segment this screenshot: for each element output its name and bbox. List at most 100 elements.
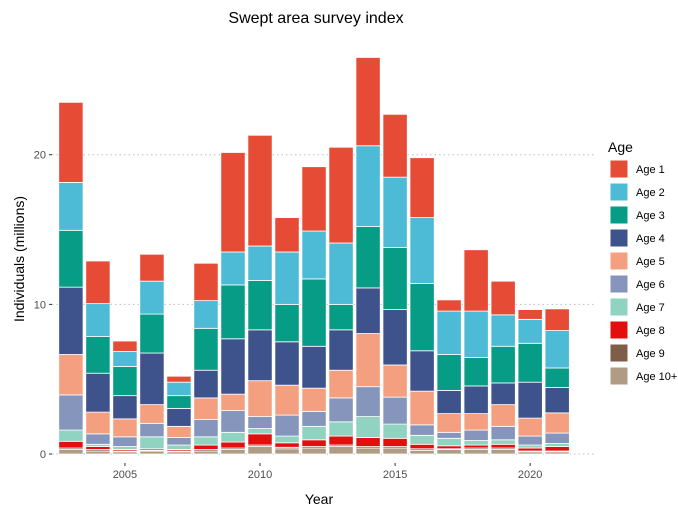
bar-segment — [490, 345, 516, 384]
bar-segment — [58, 286, 84, 355]
bar-segment — [463, 357, 489, 387]
bar-segment — [328, 242, 354, 305]
bar-segment — [193, 419, 219, 438]
bar-segment — [490, 449, 516, 455]
bar-segment — [274, 303, 300, 343]
legend-label: Age 4 — [636, 233, 665, 245]
bar-segment — [166, 375, 192, 383]
bar-segment — [301, 166, 327, 232]
bar-segment — [355, 226, 381, 289]
bar-segment — [247, 428, 273, 435]
bar-segment — [193, 444, 219, 450]
legend-swatch — [609, 251, 629, 271]
bar-segment — [193, 327, 219, 371]
bar-segment — [166, 444, 192, 450]
bar-segment — [220, 284, 246, 340]
bar-segment — [436, 413, 462, 433]
bar-segment — [436, 390, 462, 415]
bar-segment — [193, 450, 219, 455]
bar-segment — [139, 253, 165, 282]
bar-segment — [490, 404, 516, 427]
bar-segment — [220, 441, 246, 449]
bar-segment — [301, 230, 327, 280]
legend-label: Age 8 — [636, 325, 665, 337]
bar-segment — [463, 429, 489, 441]
bar-segment — [490, 425, 516, 441]
x-tick-label: 2010 — [248, 469, 272, 481]
bar-segment — [139, 436, 165, 450]
bar-segment — [220, 338, 246, 395]
bar-segment — [58, 229, 84, 288]
bar-segment — [85, 446, 111, 450]
bar-segment — [193, 397, 219, 421]
bar-segment — [490, 382, 516, 406]
bar-segment — [517, 447, 543, 452]
bar-segment — [274, 414, 300, 437]
x-axis: 2005 2010 2015 2020 — [113, 463, 542, 481]
bar-segment — [409, 283, 435, 352]
bar-segment — [409, 434, 435, 445]
bar-segment — [193, 262, 219, 302]
bar-segment — [436, 445, 462, 450]
x-axis-label: Year — [305, 491, 334, 507]
bar-segment — [355, 416, 381, 438]
bar-segment — [490, 439, 516, 445]
bar-segment — [409, 350, 435, 392]
bar-segment — [85, 450, 111, 455]
bar-segment — [85, 303, 111, 337]
bar-segment — [382, 396, 408, 425]
bar-segment — [409, 390, 435, 426]
bar-segment — [409, 449, 435, 455]
bar-segment — [382, 247, 408, 311]
bar-segment — [463, 385, 489, 415]
bar-segment — [139, 313, 165, 354]
bar-segment — [436, 299, 462, 312]
bar-segment — [220, 393, 246, 412]
bar-segment — [463, 449, 489, 455]
bar-segment — [193, 300, 219, 329]
bar-segment — [355, 386, 381, 418]
bar-segment — [436, 449, 462, 455]
bar-segment — [490, 443, 516, 449]
bar-segment — [112, 340, 138, 352]
bar-segment — [274, 442, 300, 448]
bar-segment — [139, 422, 165, 438]
bar-segment — [409, 443, 435, 450]
bar-segment — [274, 384, 300, 416]
bar-segment — [247, 134, 273, 247]
bar-segment — [112, 446, 138, 450]
bar-segment — [328, 421, 354, 437]
bar-segment — [328, 329, 354, 371]
legend-swatch — [609, 182, 629, 202]
legend-label: Age 5 — [636, 256, 665, 268]
bar-segment — [436, 431, 462, 439]
bar-segment — [301, 345, 327, 389]
bar-segment — [193, 436, 219, 446]
bar-segment — [139, 450, 165, 455]
bar-segment — [355, 57, 381, 147]
legend-swatch — [609, 159, 629, 179]
bar-segment — [517, 444, 543, 449]
legend-swatch — [609, 274, 629, 294]
y-tick-label: 20 — [34, 150, 46, 162]
bar-segment — [220, 251, 246, 286]
bar-segment — [112, 351, 138, 367]
bar-segment — [382, 437, 408, 447]
bar-segment — [544, 443, 570, 447]
bar-segment — [517, 309, 543, 320]
bar-segment — [58, 354, 84, 396]
bar-segment — [355, 447, 381, 455]
bar-segment — [544, 367, 570, 388]
bar-segment — [355, 287, 381, 334]
bar-segment — [409, 157, 435, 218]
bar-segment — [355, 333, 381, 388]
x-tick-label: 2020 — [518, 469, 542, 481]
bar-segment — [301, 439, 327, 447]
bar-segment — [85, 336, 111, 374]
bar-segment — [58, 101, 84, 183]
bar-segment — [301, 410, 327, 427]
bar-segment — [139, 404, 165, 424]
bar-segment — [544, 446, 570, 452]
bar-segment — [517, 381, 543, 419]
legend-swatch — [609, 205, 629, 225]
